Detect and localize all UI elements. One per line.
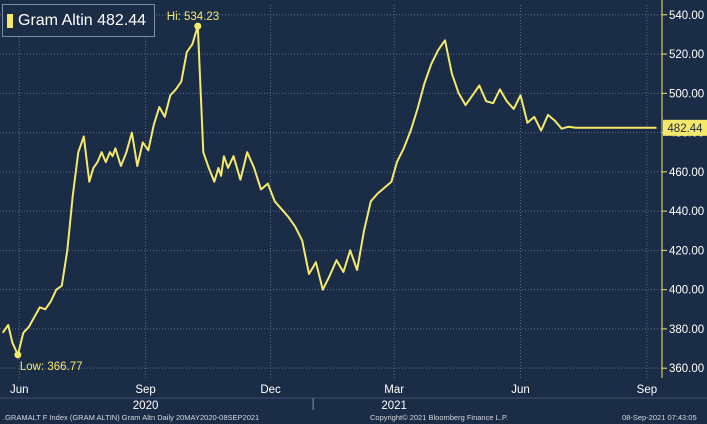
footer-timestamp: 08-Sep-2021 07:43:05 — [622, 413, 697, 422]
legend-swatch — [7, 13, 13, 28]
x-tick-label: Sep — [637, 384, 657, 396]
low-annotation: Low: 366.77 — [20, 361, 83, 373]
y-tick-label: 380.00 — [669, 324, 704, 336]
x-tick-label: Jun — [10, 384, 29, 396]
y-tick-label: 360.00 — [669, 363, 704, 375]
last-value-tag — [663, 119, 707, 136]
footer-copyright: Copyright© 2021 Bloomberg Finance L.P. — [370, 413, 508, 422]
x-tick-label: Mar — [384, 384, 404, 396]
high-annotation: Hi: 534.23 — [167, 11, 219, 23]
x-year-label: 2021 — [381, 400, 407, 412]
y-tick-label: 540.00 — [669, 10, 704, 22]
x-tick-label: Sep — [135, 384, 155, 396]
x-tick-label: Dec — [260, 384, 281, 396]
y-tick-label: 460.00 — [669, 167, 704, 179]
y-tick-label: 500.00 — [669, 88, 704, 100]
x-year-label: 2020 — [133, 400, 159, 412]
y-tick-label: 520.00 — [669, 49, 704, 61]
y-tick-label: 400.00 — [669, 285, 704, 297]
x-tick-label: Jun — [511, 384, 530, 396]
high-point-marker — [194, 22, 202, 30]
last-value-label: 482.44 — [667, 123, 703, 135]
y-tick-label: 440.00 — [669, 206, 704, 218]
low-point-marker — [14, 351, 22, 359]
y-tick-label: 420.00 — [669, 245, 704, 257]
footer: .GRAMALT F Index (GRAM ALTIN) Gram Altn … — [0, 410, 707, 424]
legend: Gram Altin 482.44 — [2, 4, 156, 37]
series-line-gram-altin — [1, 25, 657, 356]
footer-source: .GRAMALT F Index (GRAM ALTIN) Gram Altn … — [3, 413, 260, 422]
legend-label: Gram Altin 482.44 — [18, 11, 147, 29]
